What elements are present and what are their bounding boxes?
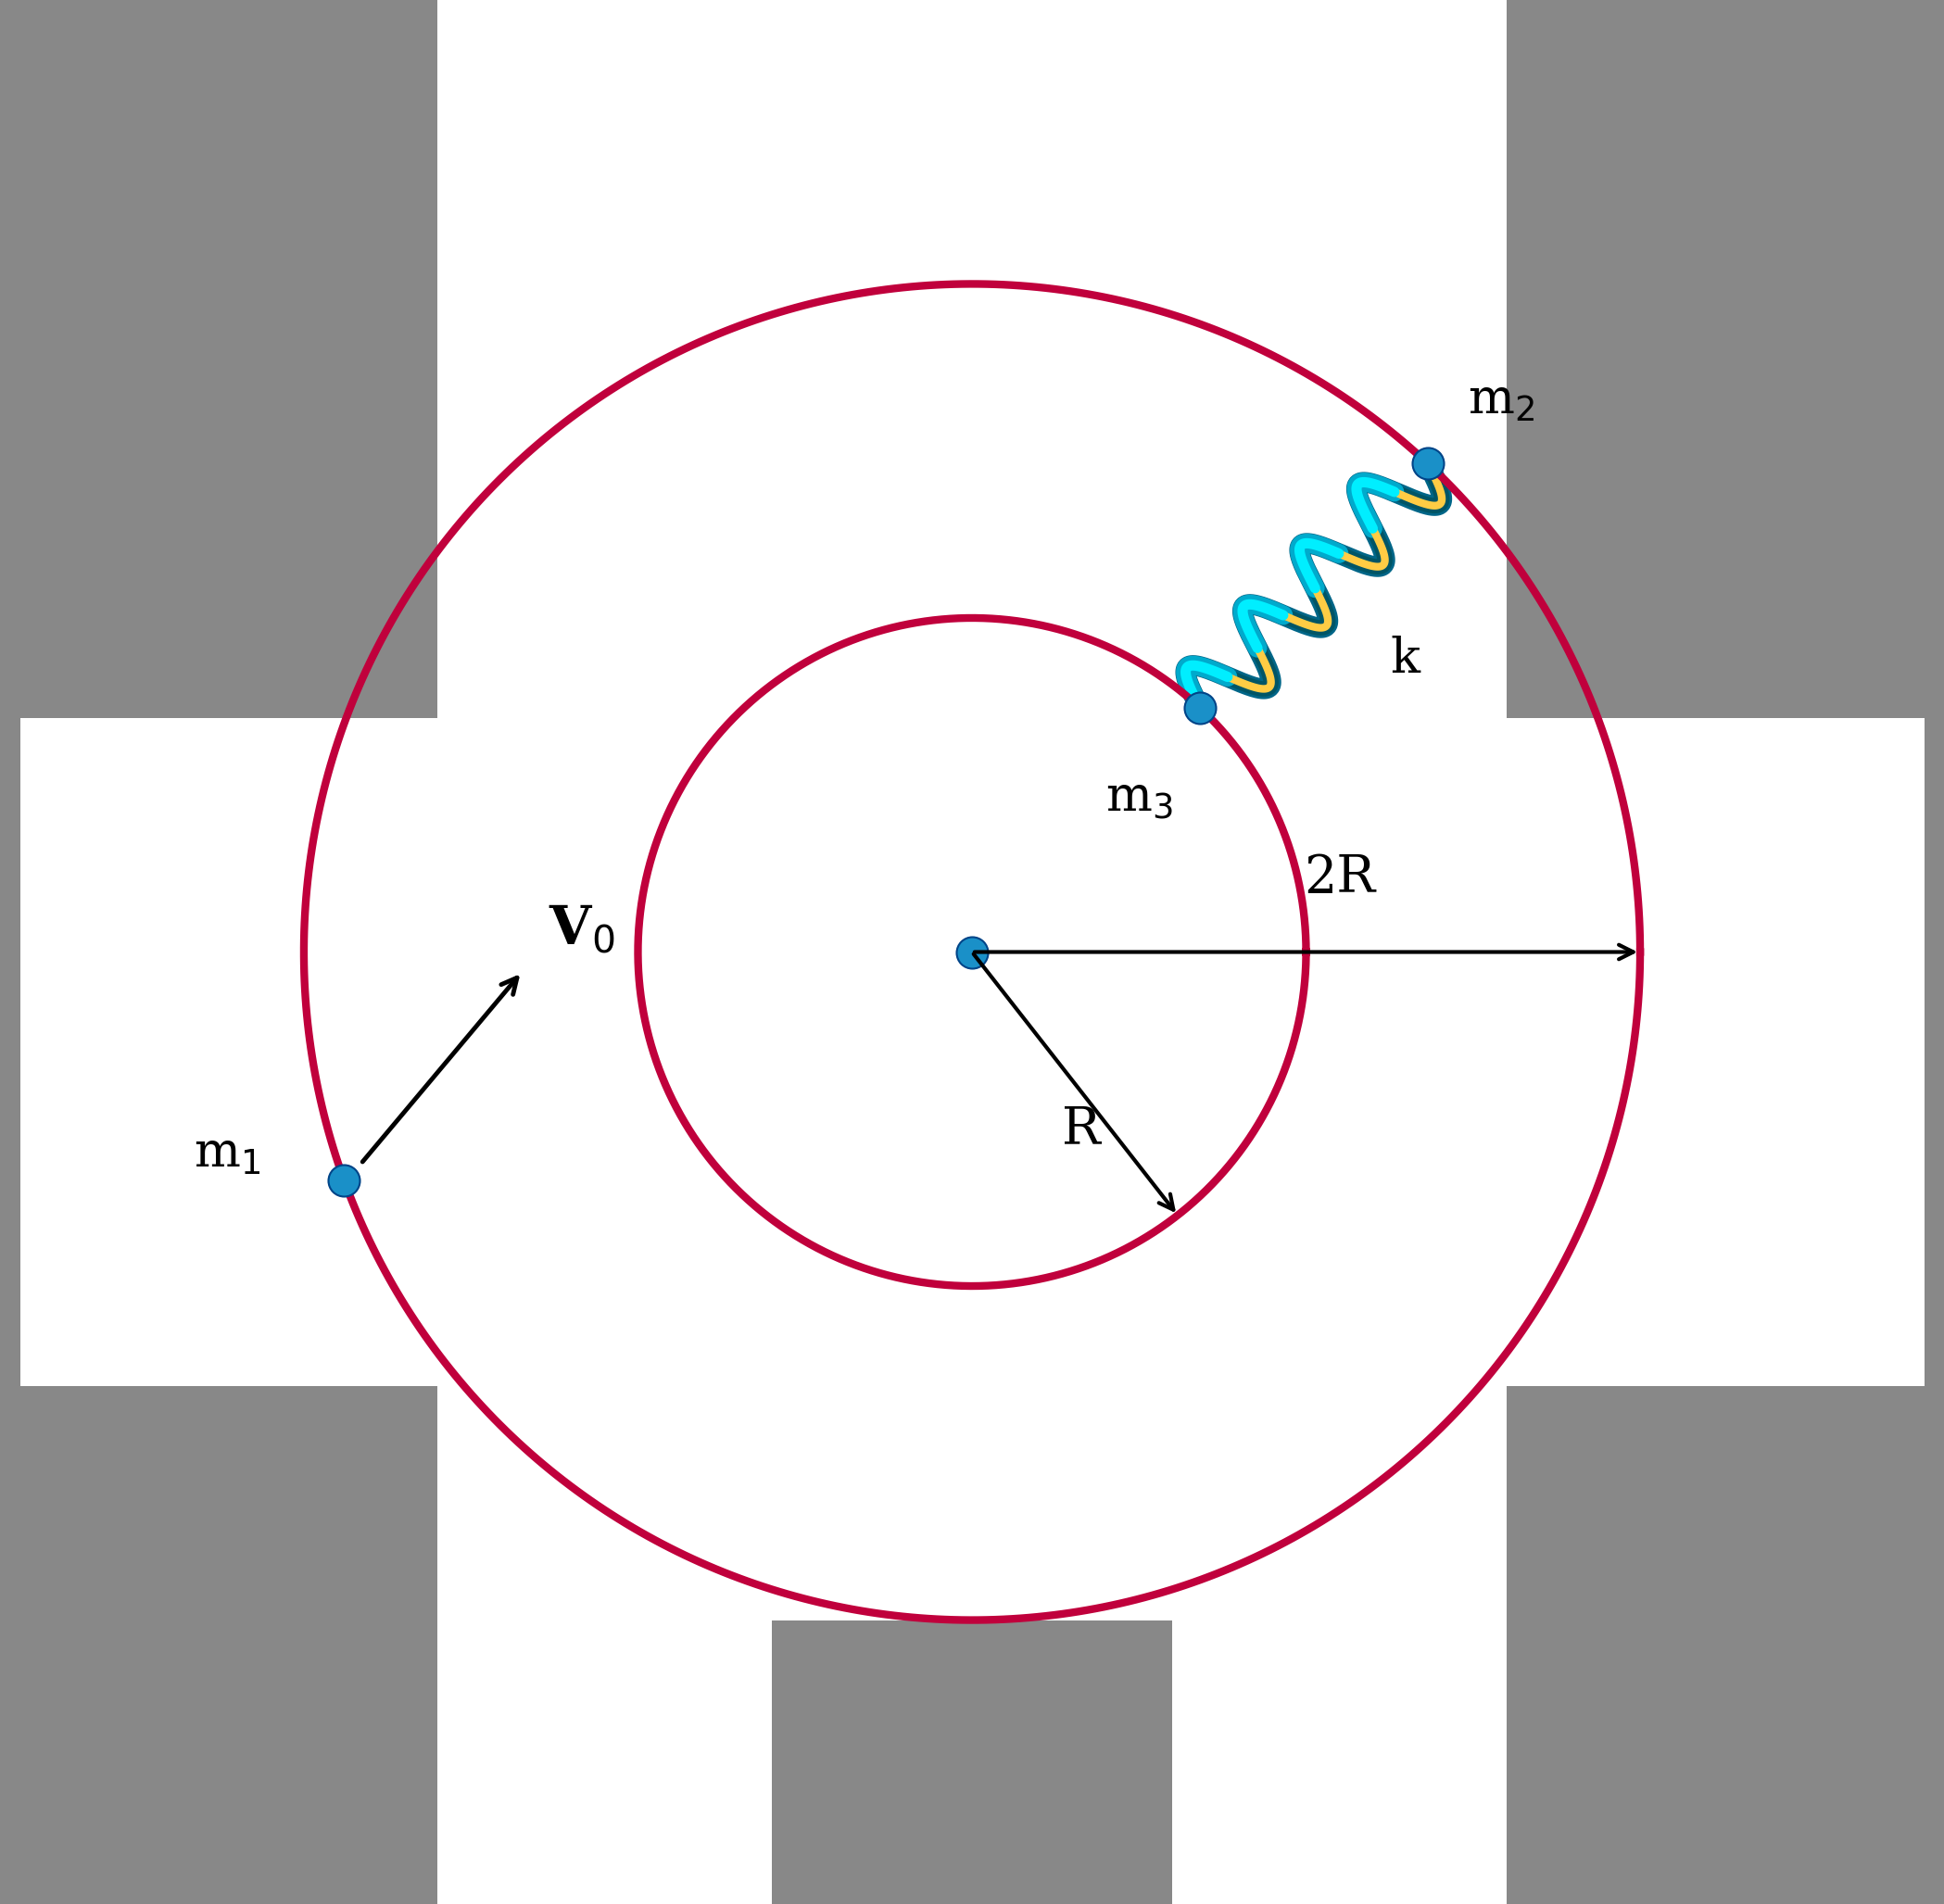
Bar [237, 0, 1707, 1904]
Point [1184, 693, 1215, 724]
Text: 2R: 2R [1304, 853, 1374, 902]
Bar [772, 1620, 1172, 1904]
Point [956, 937, 988, 967]
Bar [19, 217, 1925, 1687]
Bar [1507, 0, 1925, 718]
Bar [19, 0, 437, 718]
Text: m$_3$: m$_3$ [1106, 775, 1172, 823]
Text: V$_0$: V$_0$ [548, 902, 614, 956]
Bar [1507, 1386, 1925, 1904]
Text: m$_2$: m$_2$ [1468, 377, 1536, 423]
Bar [19, 1386, 437, 1904]
Point [329, 1165, 360, 1196]
Point [1411, 447, 1442, 478]
Text: k: k [1390, 636, 1421, 684]
Text: m$_1$: m$_1$ [194, 1131, 260, 1177]
Text: R: R [1061, 1104, 1100, 1156]
